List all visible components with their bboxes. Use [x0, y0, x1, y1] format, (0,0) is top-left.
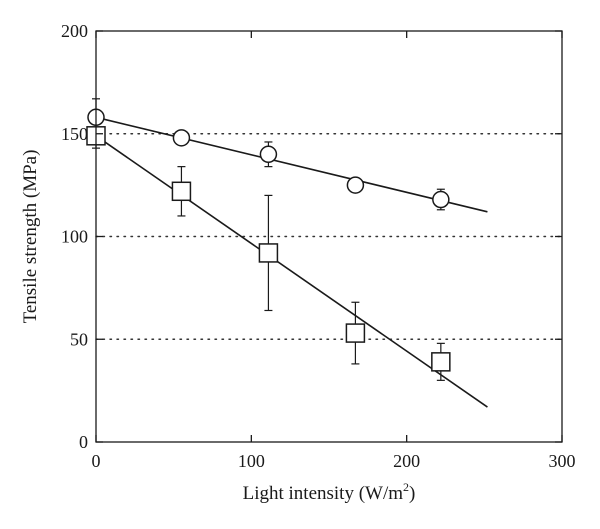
fit-line-square [95, 135, 488, 408]
fit-lines [95, 116, 488, 408]
y-tick-label: 100 [61, 227, 88, 247]
x-axis-ticks: 0 100 200 300 [92, 31, 576, 471]
x-tick-label: 0 [92, 451, 101, 471]
circle-point [346, 176, 365, 194]
y-axis-ticks: 0 50 100 150 200 [61, 21, 562, 452]
y-tick-label: 0 [79, 432, 88, 452]
y-tick-label: 200 [61, 21, 88, 41]
square-point [345, 323, 366, 343]
circle-point [172, 129, 191, 147]
y-tick-label: 150 [61, 124, 88, 144]
square-point [258, 243, 279, 263]
square-point [171, 181, 192, 202]
square-point [431, 352, 451, 372]
y-axis-label: Tensile strength (MPa) [20, 150, 41, 324]
x-tick-label: 200 [393, 451, 420, 471]
y-tick-label: 50 [70, 329, 88, 349]
error-bars [92, 98, 445, 381]
data-markers [86, 108, 451, 372]
x-tick-label: 100 [238, 451, 265, 471]
circle-point [259, 145, 278, 164]
circle-point [432, 190, 450, 209]
fit-line-circle [95, 116, 488, 213]
x-tick-label: 300 [549, 451, 576, 471]
gridlines [95, 133, 563, 340]
x-axis-label: Light intensity (W/m2) [243, 480, 416, 504]
